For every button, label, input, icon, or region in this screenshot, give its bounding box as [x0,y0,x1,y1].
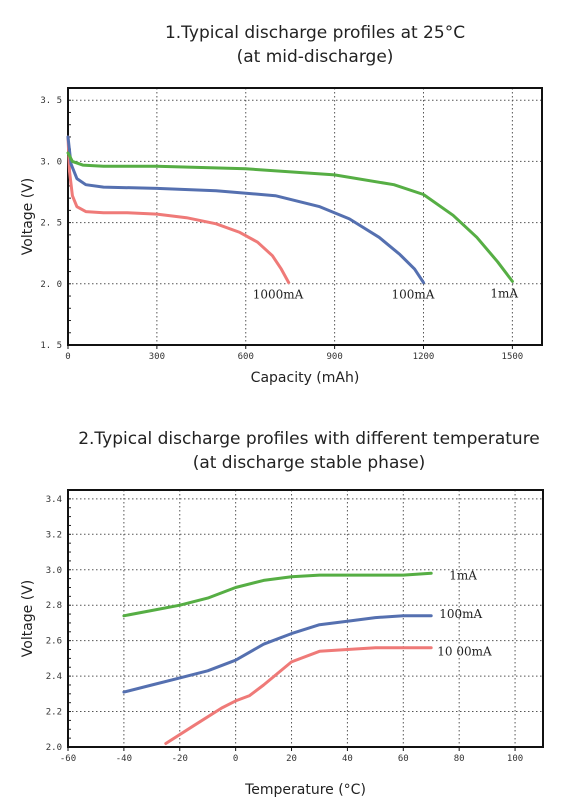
y-tick-label: 2. 5 [40,219,62,229]
series-line-1000mA [164,646,433,745]
series-label: 1000mA [253,288,304,302]
x-tick-label: 60 [398,754,409,764]
x-axis-label: Temperature (°C) [244,782,366,798]
x-tick-label: 1200 [413,352,435,362]
x-tick-label: 20 [286,754,297,764]
x-tick-label: -60 [60,754,76,764]
chart-1: 0 300 600 900 1200 1500 1. 5 2. 0 2. 5 3. 0 3. 5 Ca… [20,87,543,386]
chart1-subtitle: (at mid-discharge) [236,47,394,67]
y-tick-label: 2.0 [46,743,62,753]
series-label: 100mA [392,288,435,302]
chart-2: -60 -40 -20 0 20 40 60 80 100 2.0 2.2 2.4 2.6 2.8 3.0 3… [20,489,544,798]
series-line-1mA [122,571,433,618]
y-tick-label: 2. 0 [40,280,62,290]
x-tick-label: 100 [507,754,523,764]
series-label: 10 00mA [437,645,492,659]
y-tick-label: 3.4 [46,495,62,505]
x-tick-label: 40 [342,754,353,764]
x-tick-label: 0 [65,352,70,362]
series-line-1000mA [66,135,291,285]
y-tick-label: 3. 0 [40,157,62,167]
series-line-100mA [66,135,425,285]
x-tick-label: 600 [238,352,254,362]
y-tick-label: 2.8 [46,601,62,611]
plot-frame [67,87,543,346]
series-line-1mA [66,151,514,283]
y-tick-label: 3.2 [46,530,62,540]
y-tick-label: 3. 5 [40,96,62,106]
y-tick-label: 2.2 [46,708,62,718]
x-tick-label: 0 [233,754,238,764]
chart2-title: 2.Typical discharge profiles with differ… [78,429,540,449]
x-tick-label: 300 [149,352,165,362]
x-tick-label: 900 [326,352,342,362]
y-axis-label: Voltage (V) [20,178,36,255]
x-tick-label: -40 [116,754,132,764]
y-tick-label: 3.0 [46,566,62,576]
series-line-100mA [122,614,433,694]
x-tick-label: 1500 [502,352,524,362]
chart2-subtitle: (at discharge stable phase) [192,453,426,473]
series-label: 100mA [439,607,482,621]
y-tick-label: 2.4 [46,672,62,682]
series-label: 1mA [490,286,518,300]
y-axis-label: Voltage (V) [20,580,36,657]
x-tick-label: 80 [454,754,465,764]
x-axis-label: Capacity (mAh) [251,370,360,386]
x-tick-label: -20 [172,754,188,764]
chart1-title: 1.Typical discharge profiles at 25°C [164,23,466,43]
y-tick-label: 2.6 [46,637,62,647]
plot-frame [67,489,544,748]
y-tick-label: 1. 5 [40,341,62,351]
series-label: 1mA [449,568,477,582]
